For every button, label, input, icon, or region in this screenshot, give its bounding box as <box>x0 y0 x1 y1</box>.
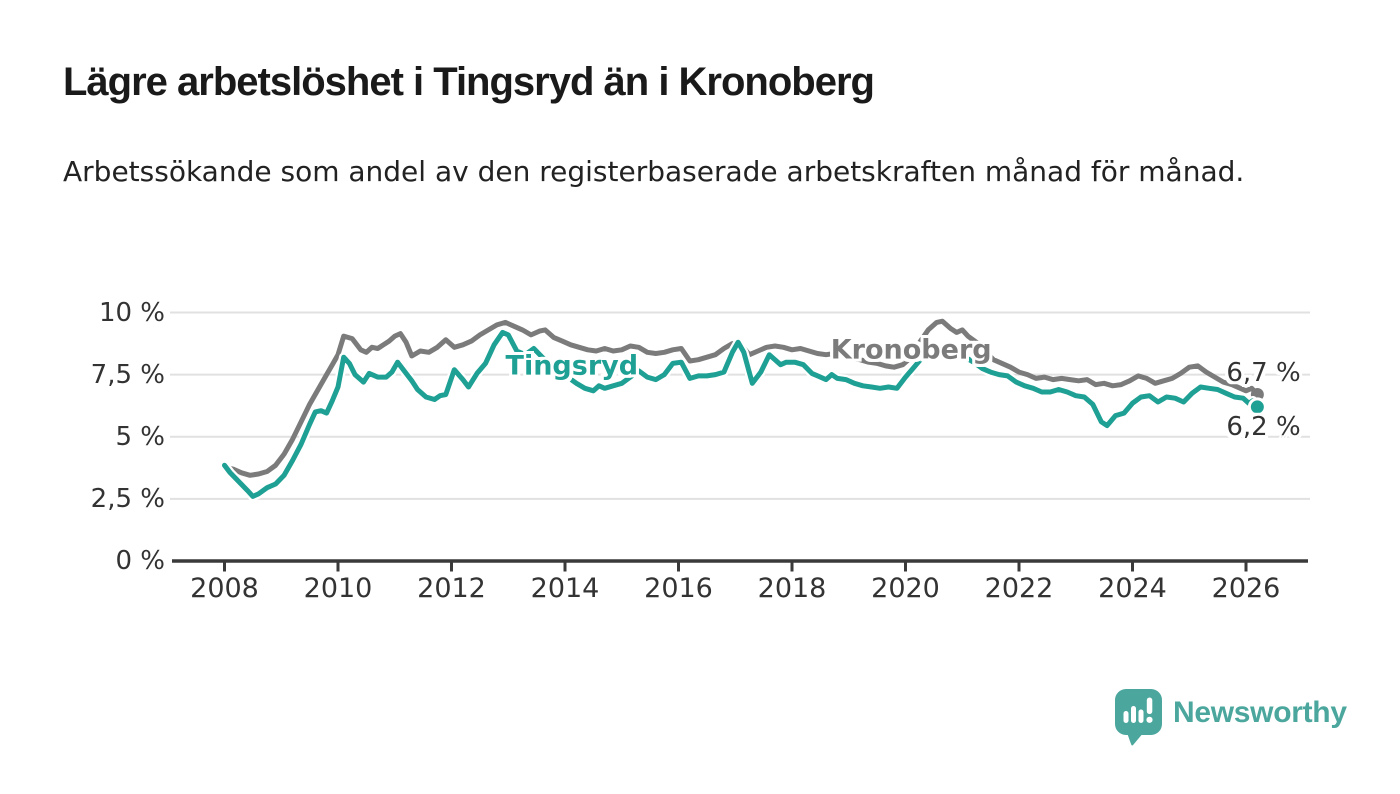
y-axis-label: 0 % <box>115 546 165 576</box>
series-label-tingsryd: Tingsryd <box>505 350 639 382</box>
y-axis-label: 10 % <box>98 297 165 328</box>
x-axis-label: 2014 <box>530 573 600 604</box>
x-axis-label: 2016 <box>644 573 713 604</box>
logo-exclamation-icon <box>1146 697 1153 714</box>
logo-bar-icon <box>1131 706 1136 723</box>
y-axis-label: 5 % <box>115 421 165 452</box>
end-value-label-tingsryd: 6,2 % <box>1226 411 1301 442</box>
chart-subtitle: Arbetssökande som andel av den registerb… <box>63 155 1245 188</box>
x-axis-label: 2020 <box>871 573 940 604</box>
x-axis-label: 2024 <box>1098 573 1167 604</box>
y-axis-label: 7,5 % <box>90 359 165 390</box>
x-axis-label: 2008 <box>190 573 259 604</box>
logo-bar-icon <box>1138 709 1144 723</box>
tingsryd-end-dot <box>1250 400 1264 414</box>
tingsryd-line <box>222 329 1260 499</box>
x-axis-label: 2026 <box>1211 573 1281 604</box>
page-title: Lägre arbetslöshet i Tingsryd än i Krono… <box>63 60 875 104</box>
logo-bar-icon <box>1123 711 1129 723</box>
newsworthy-speech-bubble-icon <box>1115 689 1162 746</box>
y-axis-label: 2,5 % <box>90 483 165 514</box>
x-axis-label: 2010 <box>303 573 373 604</box>
newsworthy-wordmark: Newsworthy <box>1173 695 1347 729</box>
tingsryd-line-casing <box>219 327 1263 502</box>
newsworthy-logo: Newsworthy <box>1114 688 1347 746</box>
end-value-label-kronoberg: 6,7 % <box>1226 358 1301 389</box>
x-axis-label: 2018 <box>757 573 827 604</box>
logo-exclamation-dot-icon <box>1146 716 1153 723</box>
x-axis-label: 2012 <box>417 573 486 604</box>
x-axis-label: 2022 <box>984 573 1054 604</box>
series-label-kronoberg: Kronoberg <box>830 334 992 366</box>
